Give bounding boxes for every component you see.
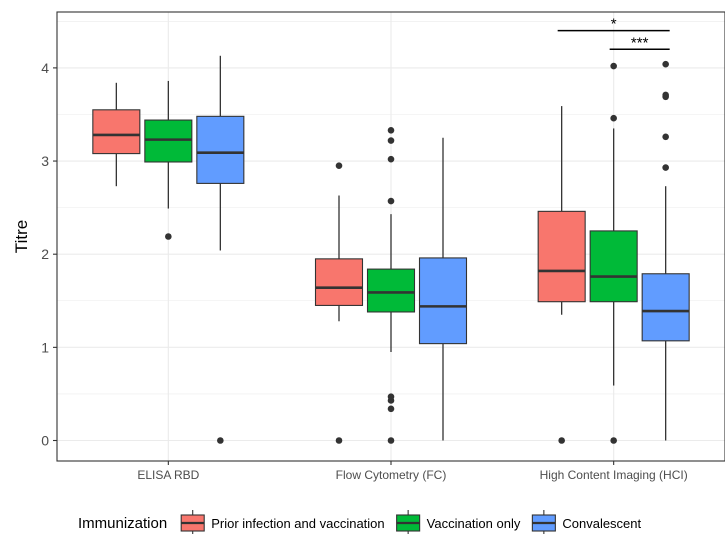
outlier-point — [610, 437, 617, 444]
box-body — [641, 273, 690, 342]
outlier-point — [217, 437, 224, 444]
x-tick-label: Flow Cytometry (FC) — [336, 468, 447, 482]
box-body — [589, 230, 638, 303]
box-body — [92, 109, 141, 155]
outlier-point — [662, 91, 669, 99]
outlier-point — [387, 155, 395, 163]
significance-label: * — [611, 16, 617, 33]
significance-label: *** — [631, 34, 649, 51]
box-body — [196, 115, 245, 184]
box-2-2 — [641, 60, 690, 441]
significance-annotations: **** — [557, 16, 670, 51]
legend-item-2: Convalescent — [531, 510, 642, 534]
y-axis-title: Titre — [12, 220, 31, 253]
outlier-point — [387, 405, 395, 413]
box-body — [144, 119, 193, 163]
outlier-point — [387, 127, 395, 134]
box-body — [537, 210, 586, 303]
outlier-point — [610, 62, 617, 70]
outlier-point — [662, 133, 669, 141]
outlier-point — [387, 393, 395, 401]
box-0-1 — [314, 162, 364, 444]
y-tick-label: 1 — [41, 339, 49, 355]
outlier-point — [387, 437, 395, 444]
outlier-point — [165, 233, 172, 240]
y-tick-label: 3 — [41, 153, 49, 169]
outlier-point — [558, 437, 565, 444]
box-body — [418, 257, 468, 345]
box-0-2 — [537, 106, 586, 444]
x-tick-label: High Content Imaging (HCI) — [540, 468, 688, 482]
boxes-layer — [92, 55, 690, 444]
legend-item-1: Vaccination only — [396, 510, 521, 534]
box-1-0 — [144, 80, 193, 240]
axes: 0 1 2 3 4 ELISA RBD Flow Cytometry (FC) High Co… — [41, 11, 725, 482]
outlier-point — [335, 162, 343, 170]
legend-label: Convalescent — [562, 516, 641, 531]
x-tick-label: ELISA RBD — [137, 468, 199, 482]
y-tick-label: 4 — [41, 60, 49, 76]
legend: Immunization Prior infection and vaccinat… — [78, 510, 642, 534]
y-tick-label: 0 — [41, 433, 49, 449]
legend-label: Prior infection and vaccination — [211, 516, 384, 531]
outlier-point — [387, 197, 395, 205]
legend-title: Immunization — [78, 515, 167, 532]
outlier-point — [662, 164, 669, 171]
box-1-1 — [366, 127, 416, 444]
outlier-point — [387, 137, 395, 144]
y-tick-label: 2 — [41, 246, 49, 262]
legend-label: Vaccination only — [427, 516, 521, 531]
legend-item-0: Prior infection and vaccination — [180, 510, 385, 534]
box-2-0 — [196, 55, 245, 444]
outlier-point — [335, 437, 343, 444]
outlier-point — [662, 60, 669, 68]
box-body — [366, 268, 416, 313]
box-2-1 — [418, 137, 468, 441]
box-1-2 — [589, 62, 638, 444]
box-body — [314, 258, 364, 306]
outlier-point — [610, 114, 617, 122]
box-0-0 — [92, 82, 141, 187]
